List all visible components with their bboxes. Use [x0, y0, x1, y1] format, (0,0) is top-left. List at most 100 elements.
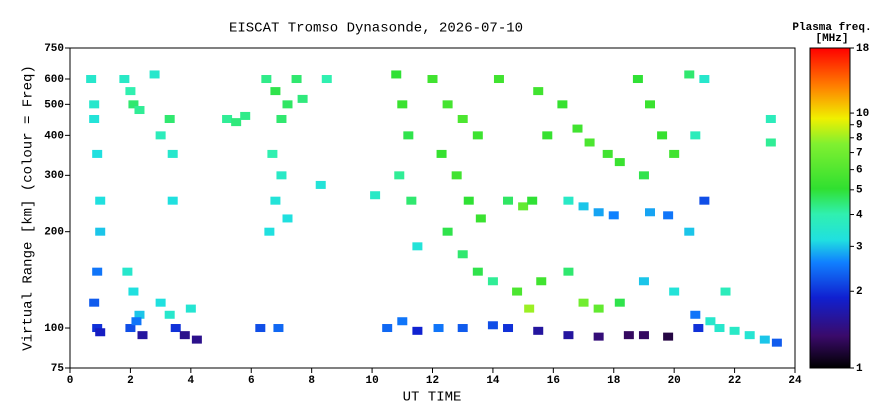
- echo-point: [663, 211, 674, 220]
- echo-point: [533, 87, 544, 96]
- echo-point: [457, 324, 468, 333]
- echo-point: [270, 87, 281, 96]
- echo-point: [744, 331, 755, 340]
- echo-point: [95, 227, 106, 236]
- echo-point: [512, 287, 523, 296]
- echo-point: [128, 287, 139, 296]
- echo-point: [602, 149, 613, 158]
- echo-point: [382, 324, 393, 333]
- echo-point: [714, 324, 725, 333]
- echo-point: [472, 131, 483, 140]
- echo-point: [699, 196, 710, 205]
- x-tick-label: 2: [127, 375, 134, 387]
- echo-point: [436, 149, 447, 158]
- echo-point: [557, 100, 568, 109]
- echo-point: [572, 124, 583, 133]
- echo-point: [542, 131, 553, 140]
- echo-point: [264, 227, 275, 236]
- x-tick-label: 24: [788, 375, 802, 387]
- echo-point: [503, 196, 514, 205]
- echo-point: [657, 131, 668, 140]
- echo-point: [563, 331, 574, 340]
- y-tick-label: 750: [44, 43, 64, 55]
- echo-point: [638, 171, 649, 180]
- echo-point: [524, 304, 535, 313]
- echo-point: [270, 196, 281, 205]
- echo-point: [412, 242, 423, 251]
- echo-point: [493, 75, 504, 84]
- echo-point: [276, 114, 287, 123]
- echo-point: [720, 287, 731, 296]
- echo-point: [167, 196, 178, 205]
- echo-point: [684, 70, 695, 79]
- echo-point: [527, 196, 538, 205]
- echo-point: [167, 149, 178, 158]
- echo-point: [463, 196, 474, 205]
- y-tick-label: 400: [44, 130, 64, 142]
- echo-point: [92, 324, 103, 333]
- echo-point: [164, 310, 175, 319]
- echo-point: [614, 158, 625, 167]
- y-tick-label: 500: [44, 99, 64, 111]
- colorbar-tick-label: 8: [856, 133, 863, 145]
- echo-point: [563, 196, 574, 205]
- echo-point: [155, 131, 166, 140]
- echo-point: [276, 171, 287, 180]
- echo-point: [451, 171, 462, 180]
- echo-point: [699, 75, 710, 84]
- y-axis-label: Virtual Range [km] (colour = Freq): [21, 65, 37, 351]
- echo-point: [669, 149, 680, 158]
- echo-point: [638, 277, 649, 286]
- echo-point: [406, 196, 417, 205]
- echo-point: [255, 324, 266, 333]
- chart-title: EISCAT Tromso Dynasonde, 2026-07-10: [229, 21, 523, 37]
- echo-point: [563, 267, 574, 276]
- echo-point: [282, 214, 293, 223]
- y-tick-label: 100: [44, 323, 64, 335]
- echo-point: [370, 191, 381, 200]
- echo-point: [122, 267, 133, 276]
- echo-point: [128, 100, 139, 109]
- x-axis-label: UT TIME: [403, 390, 462, 406]
- echo-point: [95, 196, 106, 205]
- echo-point: [222, 114, 233, 123]
- echo-point: [442, 227, 453, 236]
- echo-point: [729, 326, 740, 335]
- echo-point: [690, 131, 701, 140]
- x-tick-label: 12: [426, 375, 439, 387]
- x-tick-label: 6: [248, 375, 255, 387]
- echo-point: [433, 324, 444, 333]
- echo-point: [457, 250, 468, 259]
- echo-point: [86, 75, 97, 84]
- echo-point: [412, 326, 423, 335]
- y-tick-label: 300: [44, 170, 64, 182]
- echo-point: [119, 75, 130, 84]
- echo-point: [185, 304, 196, 313]
- echo-point: [578, 202, 589, 211]
- echo-point: [663, 332, 674, 341]
- echo-point: [89, 114, 100, 123]
- echo-point: [533, 326, 544, 335]
- x-tick-label: 16: [547, 375, 560, 387]
- echo-point: [614, 298, 625, 307]
- echo-point: [503, 324, 514, 333]
- x-tick-label: 18: [607, 375, 621, 387]
- colorbar-tick-label: 1: [856, 363, 863, 375]
- colorbar-tick-label: 2: [856, 286, 863, 298]
- echo-point: [273, 324, 284, 333]
- echo-point: [95, 328, 106, 337]
- echo-point: [536, 277, 547, 286]
- echo-point: [593, 332, 604, 341]
- echo-point: [261, 75, 272, 84]
- echo-point: [684, 227, 695, 236]
- y-tick-label: 75: [51, 363, 65, 375]
- echo-point: [632, 75, 643, 84]
- echo-point: [191, 335, 202, 344]
- x-tick-label: 20: [668, 375, 681, 387]
- echo-point: [693, 324, 704, 333]
- plot-frame: [69, 47, 796, 369]
- x-tick-label: 0: [67, 375, 74, 387]
- echo-point: [240, 111, 251, 120]
